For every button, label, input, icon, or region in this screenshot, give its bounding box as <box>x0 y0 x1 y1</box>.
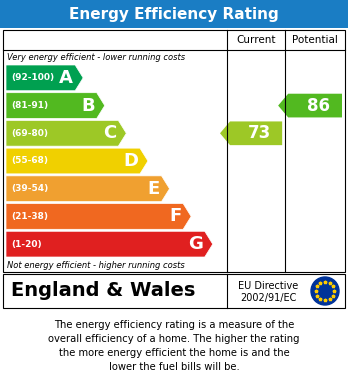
Text: 86: 86 <box>307 97 330 115</box>
Text: Energy Efficiency Rating: Energy Efficiency Rating <box>69 7 279 22</box>
Polygon shape <box>6 93 105 118</box>
Text: the more energy efficient the home is and the: the more energy efficient the home is an… <box>58 348 290 358</box>
Text: (55-68): (55-68) <box>11 156 48 165</box>
Text: 73: 73 <box>247 124 271 142</box>
Text: Potential: Potential <box>292 35 338 45</box>
Polygon shape <box>220 122 282 145</box>
Text: E: E <box>147 180 159 198</box>
Text: (92-100): (92-100) <box>11 74 54 83</box>
Text: Current: Current <box>236 35 276 45</box>
Polygon shape <box>278 94 342 117</box>
Circle shape <box>311 277 339 305</box>
Bar <box>0 0 348 28</box>
Text: A: A <box>59 69 73 87</box>
Text: 2002/91/EC: 2002/91/EC <box>240 293 296 303</box>
Text: B: B <box>81 97 95 115</box>
Text: F: F <box>169 208 181 226</box>
Text: The energy efficiency rating is a measure of the: The energy efficiency rating is a measur… <box>54 320 294 330</box>
Text: EU Directive: EU Directive <box>238 281 298 291</box>
Text: (1-20): (1-20) <box>11 240 42 249</box>
Text: G: G <box>188 235 203 253</box>
Text: (81-91): (81-91) <box>11 101 48 110</box>
Polygon shape <box>6 176 169 202</box>
Text: D: D <box>123 152 138 170</box>
Text: overall efficiency of a home. The higher the rating: overall efficiency of a home. The higher… <box>48 334 300 344</box>
Text: (21-38): (21-38) <box>11 212 48 221</box>
Polygon shape <box>6 231 213 257</box>
Polygon shape <box>6 204 191 229</box>
Bar <box>3 30 345 272</box>
Text: (39-54): (39-54) <box>11 184 48 193</box>
Text: C: C <box>103 124 116 142</box>
Text: (69-80): (69-80) <box>11 129 48 138</box>
Text: England & Wales: England & Wales <box>11 282 195 301</box>
Bar <box>3 274 345 308</box>
Polygon shape <box>6 65 83 91</box>
Polygon shape <box>6 120 126 146</box>
Text: Very energy efficient - lower running costs: Very energy efficient - lower running co… <box>7 52 185 61</box>
Text: Not energy efficient - higher running costs: Not energy efficient - higher running co… <box>7 260 185 269</box>
Polygon shape <box>6 148 148 174</box>
Text: lower the fuel bills will be.: lower the fuel bills will be. <box>109 362 239 372</box>
